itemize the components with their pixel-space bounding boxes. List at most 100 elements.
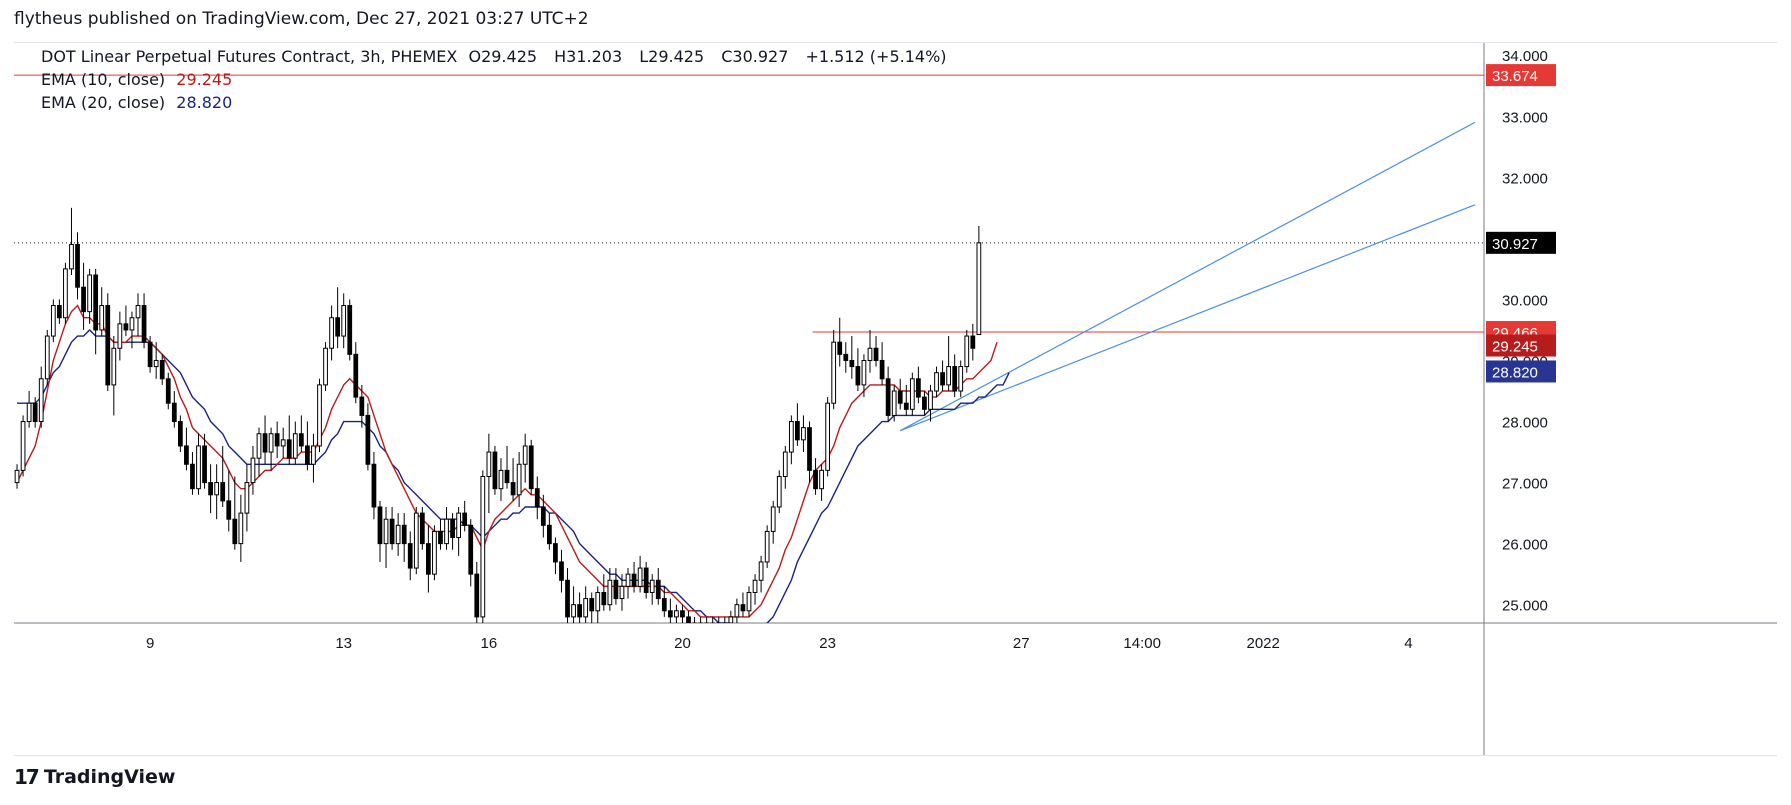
ema20-line — [17, 328, 1010, 623]
candle-body — [196, 445, 201, 490]
candle-body — [75, 243, 80, 288]
candle-body — [686, 616, 691, 623]
time-tick-label: 20 — [674, 635, 691, 652]
candle-body — [728, 616, 734, 623]
candle-body — [788, 421, 794, 453]
candle-body — [147, 341, 153, 368]
candle-body — [885, 378, 891, 416]
candle-body — [20, 421, 26, 471]
candle-body — [801, 427, 806, 441]
candle-body — [14, 469, 20, 484]
candle-body — [298, 433, 304, 447]
candle-body — [782, 451, 788, 477]
candle-body — [341, 305, 347, 337]
candle-body — [504, 469, 510, 484]
candle-body — [335, 317, 341, 337]
candle-body — [165, 378, 171, 404]
candle-body — [141, 305, 147, 343]
candle-body — [855, 366, 861, 386]
candle-body — [177, 421, 183, 447]
candle-body — [528, 445, 534, 490]
candle-body — [347, 305, 353, 355]
candle-body — [577, 604, 582, 618]
candle-body — [649, 579, 655, 593]
candle-body — [311, 445, 316, 465]
chart-area[interactable]: 25.00026.00027.00028.00029.00030.00031.0… — [14, 42, 1777, 756]
candle-body — [50, 305, 56, 337]
candle-body — [903, 402, 909, 410]
publisher-caption: flytheus published on TradingView.com, D… — [14, 9, 589, 29]
candle-body — [329, 317, 334, 349]
ema20-label: EMA (20, close) — [41, 93, 166, 112]
candle-body — [444, 518, 449, 545]
candle-body — [976, 242, 982, 336]
candle-body — [928, 390, 933, 410]
price-tick-label: 26.000 — [1502, 537, 1548, 554]
candle-body — [317, 384, 322, 447]
tradingview-logo[interactable]: 17 TradingView — [14, 765, 175, 789]
candle-body — [849, 359, 855, 368]
time-tick-label: 13 — [335, 635, 352, 652]
candle-body — [262, 433, 268, 453]
candle-body — [655, 579, 661, 600]
candle-body — [909, 378, 915, 410]
time-tick-label: 2022 — [1247, 635, 1280, 652]
candle-body — [661, 598, 667, 612]
trendline — [900, 204, 1476, 432]
price-label-hline-bg — [1486, 64, 1556, 87]
candle-body — [171, 402, 177, 423]
price-tick-label: 33.000 — [1502, 109, 1548, 126]
candle-body — [571, 604, 576, 618]
candle-body — [498, 469, 504, 490]
candle-body — [486, 451, 492, 477]
candle-body — [637, 567, 643, 587]
candle-body — [510, 482, 516, 496]
candle-body — [534, 488, 540, 508]
candle-body — [680, 610, 685, 618]
candle-body — [63, 268, 68, 319]
candle-body — [129, 317, 135, 331]
candle-body — [38, 378, 44, 423]
candle-body — [438, 530, 443, 545]
candle-body — [795, 421, 800, 441]
price-chart[interactable]: 25.00026.00027.00028.00029.00030.00031.0… — [14, 43, 1777, 755]
candle-body — [468, 524, 474, 575]
ohlc-low: L29.425 — [639, 47, 705, 66]
candle-body — [946, 366, 952, 386]
candle-body — [879, 359, 885, 380]
price-tick-label: 27.000 — [1502, 476, 1548, 493]
candle-body — [631, 573, 637, 587]
candle-body — [462, 512, 468, 526]
ema10-label: EMA (10, close) — [41, 70, 166, 89]
candle-body — [613, 579, 619, 600]
candle-body — [371, 463, 377, 508]
candle-body — [256, 433, 262, 459]
candle-body — [389, 518, 395, 545]
candle-body — [474, 573, 480, 618]
candle-body — [407, 543, 413, 569]
candle-body — [220, 482, 226, 502]
time-tick-label: 23 — [819, 635, 836, 652]
candle-body — [540, 506, 546, 526]
candle-body — [305, 445, 310, 465]
candle-body — [601, 591, 607, 606]
candle-body — [522, 445, 528, 465]
ema20-legend[interactable]: EMA (20, close) 28.820 — [41, 93, 238, 112]
symbol-title[interactable]: DOT Linear Perpetual Futures Contract, 3… — [41, 47, 458, 66]
candle-body — [353, 353, 359, 398]
candle-body — [450, 518, 455, 539]
time-tick-label: 9 — [146, 635, 154, 652]
symbol-legend: DOT Linear Perpetual Futures Contract, 3… — [41, 47, 953, 66]
price-tick-label: 32.000 — [1502, 170, 1548, 187]
time-tick-label: 14:00 — [1123, 635, 1161, 652]
candle-body — [583, 598, 589, 618]
ema10-legend[interactable]: EMA (10, close) 29.245 — [41, 70, 238, 89]
price-label-last-bg — [1486, 231, 1556, 254]
candle-body — [492, 451, 498, 490]
candle-body — [117, 323, 123, 349]
tradingview-logo-icon: 17 — [14, 765, 40, 789]
candle-body — [214, 482, 220, 496]
candle-body — [87, 274, 92, 313]
candle-body — [813, 469, 818, 490]
candle-body — [413, 512, 419, 569]
